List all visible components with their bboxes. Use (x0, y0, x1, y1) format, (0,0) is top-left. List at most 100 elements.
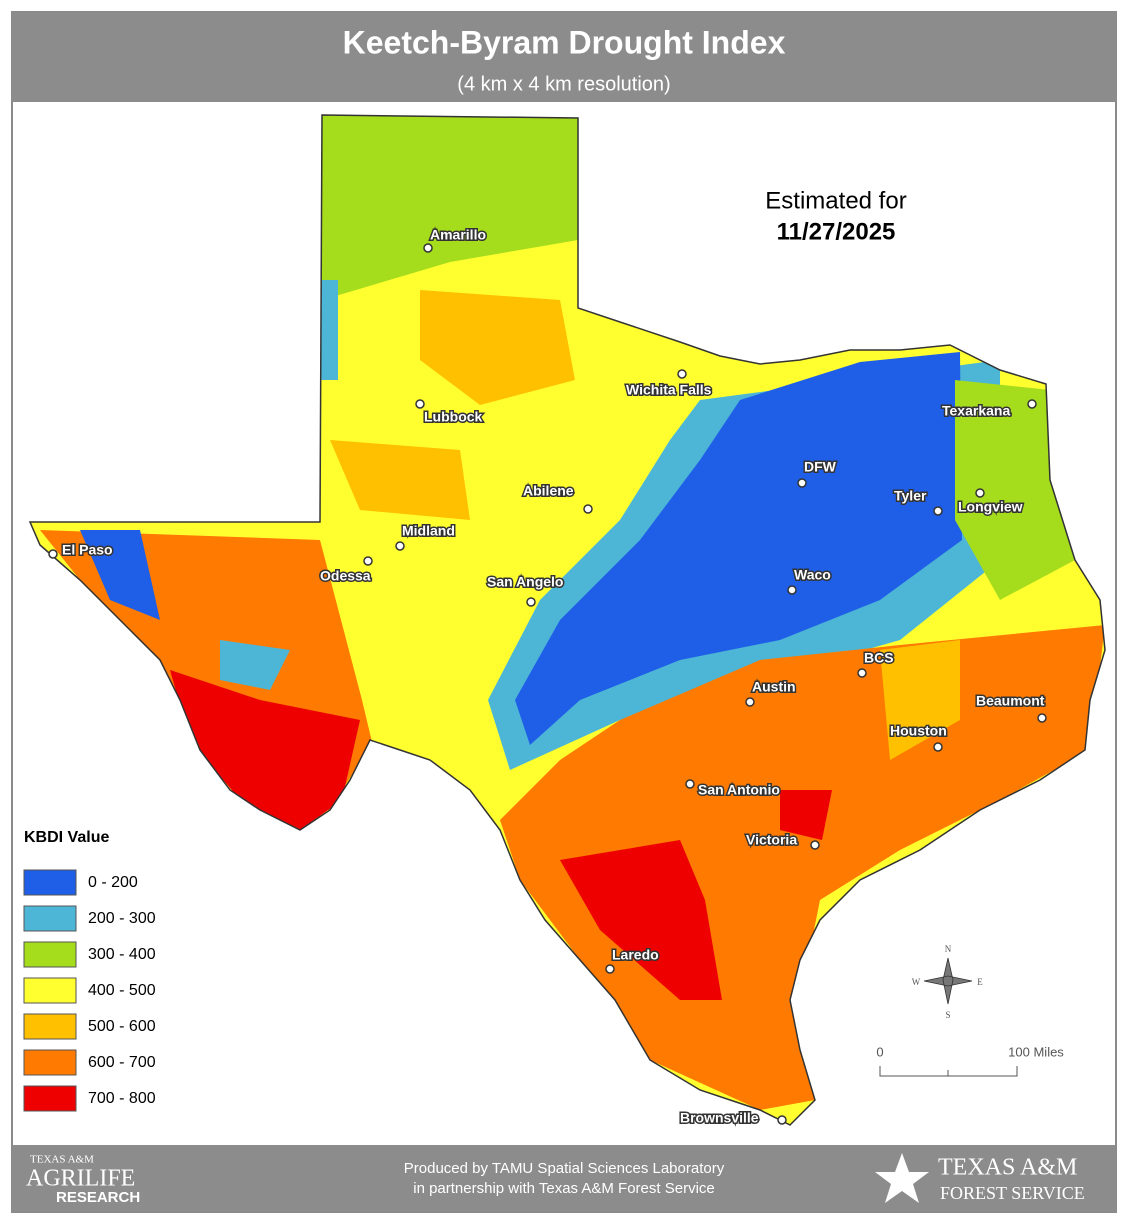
legend-swatch (23, 869, 77, 896)
city-label: Beaumont (976, 693, 1045, 709)
agrilife-top: TEXAS A&M (30, 1154, 94, 1166)
city-marker (415, 399, 425, 409)
forest-top: TEXAS A&M (938, 1155, 1077, 1181)
legend-swatch (23, 1013, 77, 1040)
legend-label: 500 - 600 (88, 1018, 156, 1035)
forest-bottom: FOREST SERVICE (940, 1183, 1085, 1203)
city-marker (1037, 713, 1047, 723)
texas-outline (28, 114, 1106, 1126)
city-marker (975, 488, 985, 498)
compass-s: S (945, 1010, 950, 1020)
drought-zone (322, 115, 578, 300)
footer-line2: in partnership with Texas A&M Forest Ser… (413, 1180, 715, 1197)
agrilife-middle: AGRILIFE (26, 1166, 135, 1192)
legend-swatch (23, 1085, 77, 1112)
city-marker (745, 697, 755, 707)
city-label: Brownsville (680, 1110, 759, 1126)
city-label: Abilene (523, 483, 574, 499)
city-label: Longview (958, 499, 1023, 515)
city-marker (605, 964, 615, 974)
legend-swatch (23, 941, 77, 968)
city-marker (583, 504, 593, 514)
legend-label: 300 - 400 (88, 946, 156, 963)
city-marker (48, 549, 58, 559)
drought-zone (955, 380, 1075, 600)
city-marker (933, 742, 943, 752)
scale-line (879, 1066, 1018, 1077)
city-marker (526, 597, 536, 607)
estimate-label: Estimated for (765, 187, 906, 214)
city-label: BCS (864, 650, 894, 666)
drought-zones (40, 115, 1105, 1110)
compass-w: W (912, 977, 921, 987)
city-label: Midland (402, 523, 455, 539)
city-marker (685, 779, 695, 789)
compass: N S E W (912, 944, 984, 1020)
city-marker (777, 1115, 787, 1125)
city-label: San Antonio (698, 782, 780, 798)
city-marker (857, 668, 867, 678)
city-label: San Angelo (487, 574, 564, 590)
scale-start: 0 (876, 1044, 883, 1059)
legend-label: 600 - 700 (88, 1054, 156, 1071)
compass-rose (923, 957, 973, 1005)
footer-line1: Produced by TAMU Spatial Sciences Labora… (404, 1160, 725, 1177)
city-label: Amarillo (430, 227, 486, 243)
drought-zone (500, 625, 1105, 1110)
city-label: Odessa (320, 568, 371, 584)
city-label: Waco (794, 567, 831, 583)
city-label: Tyler (894, 488, 927, 504)
drought-zone (330, 440, 470, 520)
forest-star (875, 1153, 929, 1203)
drought-zone (780, 790, 832, 840)
estimate-date: 11/27/2025 (777, 218, 896, 245)
legend-label: 700 - 800 (88, 1090, 156, 1107)
legend-title: KBDI Value (24, 829, 109, 846)
legend-swatch (23, 905, 77, 932)
drought-zone (170, 670, 360, 830)
subtitle: (4 km x 4 km resolution) (457, 73, 670, 95)
city-label: Austin (752, 679, 796, 695)
city-marker (363, 556, 373, 566)
city-label: El Paso (62, 542, 113, 558)
city-marker (787, 585, 797, 595)
city-label: Victoria (746, 832, 797, 848)
compass-n: N (945, 944, 952, 954)
drought-zone (880, 640, 960, 760)
agrilife-bottom: RESEARCH (56, 1189, 140, 1206)
city-label: Texarkana (942, 403, 1010, 419)
legend-label: 200 - 300 (88, 910, 156, 927)
city-label: Lubbock (424, 409, 483, 425)
title: Keetch-Byram Drought Index (343, 24, 786, 60)
city-label: Wichita Falls (626, 382, 712, 398)
footer-bar (12, 1145, 1116, 1212)
legend-label: 0 - 200 (88, 874, 138, 891)
cities: Amarillo Wichita Falls Lubbock Texarkana DFW… (48, 225, 1047, 1127)
city-label: Houston (890, 723, 947, 739)
drought-zone (420, 290, 575, 405)
drought-zone (560, 840, 722, 1000)
scale-end: 100 Miles (1008, 1044, 1064, 1059)
legend-swatch (23, 977, 77, 1004)
city-marker (797, 478, 807, 488)
legend-label: 400 - 500 (88, 982, 156, 999)
city-marker (395, 541, 405, 551)
header-bar (12, 12, 1116, 102)
legend: 0 - 200 200 - 300 300 - 400 400 - 500 500 - … (23, 869, 156, 1112)
drought-zone (515, 352, 962, 745)
drought-zone (220, 640, 290, 690)
city-marker (933, 506, 943, 516)
legend-swatch (23, 1049, 77, 1076)
city-marker (1027, 399, 1037, 409)
city-label: Laredo (612, 947, 659, 963)
drought-zone (80, 530, 160, 620)
texas-map (28, 114, 1106, 1126)
city-marker (810, 840, 820, 850)
city-marker (677, 369, 687, 379)
city-marker (423, 243, 433, 253)
city-label: DFW (804, 459, 837, 475)
compass-e: E (977, 977, 983, 987)
scale-bar: 0 100 Miles (876, 1044, 1064, 1077)
